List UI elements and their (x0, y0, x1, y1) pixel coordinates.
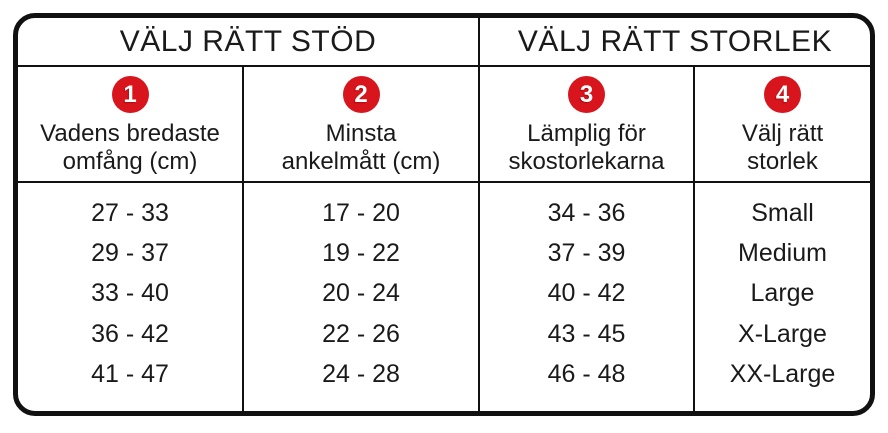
table-cell: 22 - 26 (322, 319, 400, 348)
table-cell: 43 - 45 (547, 319, 626, 348)
step-number: 4 (775, 80, 790, 108)
column-header-label: Minsta ankelmått (cm) (282, 120, 441, 177)
column-values-storlek: Small Medium Large X-Large XX-Large (695, 183, 870, 411)
size-chart-table: VÄLJ RÄTT STÖD VÄLJ RÄTT STORLEK 1 Vaden… (13, 13, 875, 416)
step-number: 1 (123, 80, 137, 108)
table-cell: 29 - 37 (91, 239, 169, 268)
table-cell: 37 - 39 (547, 239, 626, 268)
step-number: 2 (354, 80, 368, 108)
table-cell: 19 - 22 (322, 239, 400, 268)
table-cell: Large (750, 279, 815, 308)
column-header-line2: skostorlekarna (508, 148, 665, 176)
table-cell: Medium (738, 239, 827, 268)
step-2-badge: 2 (342, 76, 380, 113)
table-cell: XX-Large (729, 360, 836, 389)
table-cell: 24 - 28 (322, 360, 400, 389)
header-group-valj-ratt-storlek: VÄLJ RÄTT STORLEK (480, 18, 870, 67)
step-1-badge: 1 (111, 76, 149, 113)
column-header-vadens-omfang: 1 Vadens bredaste omfång (cm) (18, 67, 244, 183)
column-header-line2: omfång (cm) (62, 148, 198, 176)
column-header-line1: Minsta (325, 120, 397, 147)
table-cell: 40 - 42 (547, 279, 626, 308)
table-cell: 17 - 20 (322, 198, 400, 227)
step-number: 3 (579, 80, 594, 108)
table-cell: 36 - 42 (91, 319, 169, 348)
column-header-ankelmatt: 2 Minsta ankelmått (cm) (244, 67, 480, 183)
column-header-label: Välj rätt storlek (742, 120, 823, 177)
table-cell: 33 - 40 (91, 279, 169, 308)
column-values-ankelmatt: 17 - 20 19 - 22 20 - 24 22 - 26 24 - 28 (244, 183, 480, 411)
column-values-skostorlekar: 34 - 36 37 - 39 40 - 42 43 - 45 46 - 48 (480, 183, 695, 411)
table-cell: 46 - 48 (547, 360, 626, 389)
table-cell: 41 - 47 (91, 360, 169, 389)
column-header-line2: storlek (747, 148, 818, 176)
column-header-line1: Lämplig för (527, 120, 646, 147)
table-cell: Small (751, 198, 814, 227)
column-header-skostorlekar: 3 Lämplig för skostorlekarna (480, 67, 695, 183)
step-4-badge: 4 (764, 76, 801, 113)
table-cell: 27 - 33 (91, 198, 169, 227)
column-header-line2: ankelmått (cm) (281, 148, 441, 176)
column-values-vadens-omfang: 27 - 33 29 - 37 33 - 40 36 - 42 41 - 47 (18, 183, 244, 411)
header-group-valj-ratt-stod: VÄLJ RÄTT STÖD (18, 18, 480, 67)
column-header-label: Lämplig för skostorlekarna (508, 120, 664, 177)
table-cell: 34 - 36 (547, 198, 626, 227)
column-header-line1: Vadens bredaste (40, 120, 220, 147)
header-group-label: VÄLJ RÄTT STORLEK (517, 24, 833, 58)
column-header-line1: Välj rätt (741, 120, 824, 147)
column-header-label: Vadens bredaste omfång (cm) (40, 120, 220, 177)
column-header-storlek: 4 Välj rätt storlek (695, 67, 870, 183)
table-cell: 20 - 24 (322, 279, 400, 308)
table-cell: X-Large (738, 319, 827, 348)
header-group-label: VÄLJ RÄTT STÖD (119, 24, 377, 58)
step-3-badge: 3 (568, 76, 605, 113)
